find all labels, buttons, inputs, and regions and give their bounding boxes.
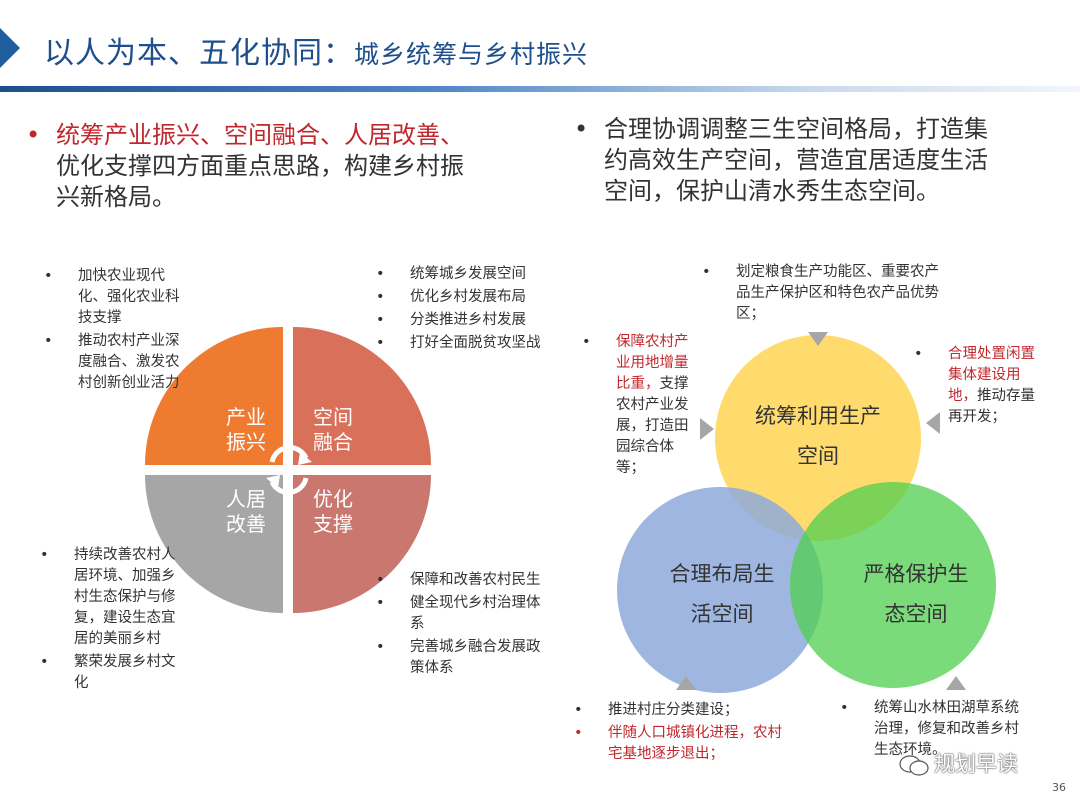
quadrant-label-line: 优化 <box>313 487 353 511</box>
arrow-down-icon <box>808 332 828 346</box>
cycle-arrowhead-icon <box>298 452 312 465</box>
quadrant-living <box>145 475 283 613</box>
quadrant-label-living: 人居 改善 <box>216 487 276 537</box>
venn-note-right-red: 合理处置闲置集体建设用地， <box>948 346 1035 404</box>
wechat-icon <box>899 755 929 776</box>
list-item: 持续改善农村人居环境、加强乡村生态保护与修复，建设生态宜居的美丽乡村 <box>40 545 180 650</box>
venn-note-right-black: 推动存量再开发； <box>948 388 1035 425</box>
quadrant-label-space: 空间 融合 <box>303 405 363 455</box>
list-item: 打好全面脱贫攻坚战 <box>376 333 548 354</box>
list-item: 划定粮食生产功能区、重要农产品生产保护区和特色农产品优势区； <box>702 262 952 325</box>
list-item: 保障农村产业用地增量比重，支撑农村产业发展，打造田园综合体等； <box>582 332 700 479</box>
venn-note-left-red: 保障农村产业用地增量比重， <box>616 334 689 392</box>
venn-note-left-black: 支撑农村产业发展，打造田园综合体等； <box>616 376 689 476</box>
venn-label-production: 统筹利用生产 空间 <box>738 396 898 476</box>
venn-label-living: 合理布局生 活空间 <box>652 554 792 634</box>
arrow-up-icon <box>676 676 696 690</box>
quadrant-space <box>293 327 431 465</box>
intro-left-line1: 优化支撑四方面重点思路，构建乡村振 <box>56 152 464 180</box>
intro-right: • 合理协调调整三生空间格局，打造集 约高效生产空间，营造宜居适度生活 空间，保… <box>574 114 1054 207</box>
title-arrow-icon <box>0 28 20 68</box>
title-bar: 以人为本、五化协同：城乡统筹与乡村振兴 <box>0 0 1080 96</box>
intro-left-line2: 兴新格局。 <box>56 183 176 211</box>
intro-right-line1: 合理协调调整三生空间格局，打造集 <box>604 115 988 143</box>
intro-right-line2: 约高效生产空间，营造宜居适度生活 <box>604 146 988 174</box>
list-item: 伴随人口城镇化进程，农村宅基地逐步退出； <box>574 723 794 765</box>
intro-left: • 统筹产业振兴、空间融合、人居改善、 优化支撑四方面重点思路，构建乡村振 兴新… <box>26 120 526 213</box>
venn-note-bottom-right: 统筹山水林田湖草系统治理，修复和改善乡村生态环境。 <box>840 698 1030 763</box>
venn-ecology-circle <box>790 482 996 688</box>
intro-left-highlight: 统筹产业振兴、空间融合、人居改善、 <box>56 121 464 149</box>
arrow-right-icon <box>700 418 714 440</box>
quadrant-industry <box>145 327 283 465</box>
intro-right-line3: 空间，保护山清水秀生态空间。 <box>604 177 940 205</box>
cycle-arrow-icon <box>269 477 309 495</box>
quadrant-label-line: 产业 <box>226 405 266 429</box>
quadrant-circle <box>145 327 431 613</box>
list-item: 合理处置闲置集体建设用地，推动存量再开发； <box>914 344 1040 428</box>
list-item: 分类推进乡村发展 <box>376 310 548 331</box>
venn-label-line: 严格保护生 <box>863 562 969 586</box>
venn-label-line: 活空间 <box>690 602 754 626</box>
list-item: 优化乡村发展布局 <box>376 287 548 308</box>
quadrant-support <box>293 475 431 613</box>
quadrant-label-line: 空间 <box>313 405 353 429</box>
quadrant-label-industry: 产业 振兴 <box>216 405 276 455</box>
venn-living-circle <box>617 487 823 693</box>
list-item: 完善城乡融合发展政策体系 <box>376 637 548 679</box>
notes-bottom-left: 持续改善农村人居环境、加强乡村生态保护与修复，建设生态宜居的美丽乡村 繁荣发展乡… <box>40 545 180 696</box>
page-number: 36 <box>1052 781 1066 794</box>
page-title: 以人为本、五化协同：城乡统筹与乡村振兴 <box>44 28 588 72</box>
bullet-dot: • <box>574 115 589 143</box>
title-divider <box>0 86 1080 92</box>
list-item: 保障和改善农村民生 <box>376 570 548 591</box>
arrow-up-icon <box>946 676 966 690</box>
list-item: 推进村庄分类建设； <box>574 700 794 721</box>
title-main: 以人为本、五化协同： <box>44 36 354 71</box>
watermark: 规划早读 <box>934 752 1018 776</box>
list-item: 加快农业现代化、强化农业科技支撑 <box>44 266 186 329</box>
venn-label-line: 态空间 <box>884 602 948 626</box>
venn-diagram <box>617 332 996 693</box>
list-item: 统筹城乡发展空间 <box>376 264 548 285</box>
quadrant-label-line: 融合 <box>313 430 353 454</box>
quadrant-label-line: 振兴 <box>226 430 266 454</box>
cycle-arrowhead-icon <box>266 475 280 488</box>
venn-label-line: 合理布局生 <box>669 562 775 586</box>
venn-note-left: 保障农村产业用地增量比重，支撑农村产业发展，打造田园综合体等； <box>582 332 700 481</box>
quadrant-label-support: 优化 支撑 <box>303 487 363 537</box>
notes-top-right: 统筹城乡发展空间 优化乡村发展布局 分类推进乡村发展 打好全面脱贫攻坚战 <box>376 264 548 356</box>
quadrant-label-line: 人居 <box>226 487 266 511</box>
venn-note-right: 合理处置闲置集体建设用地，推动存量再开发； <box>914 344 1040 430</box>
venn-label-line: 统筹利用生产 <box>755 404 881 428</box>
list-item: 繁荣发展乡村文化 <box>40 652 180 694</box>
cycle-arrow-icon <box>269 445 309 463</box>
quadrant-label-line: 支撑 <box>313 512 353 536</box>
notes-top-left: 加快农业现代化、强化农业科技支撑 推动农村产业深度融合、激发农村创新创业活力 <box>44 266 186 396</box>
list-item: 推动农村产业深度融合、激发农村创新创业活力 <box>44 331 186 394</box>
venn-note-top: 划定粮食生产功能区、重要农产品生产保护区和特色农产品优势区； <box>702 262 952 327</box>
list-item: 统筹山水林田湖草系统治理，修复和改善乡村生态环境。 <box>840 698 1030 761</box>
venn-label-line: 空间 <box>797 444 839 468</box>
title-sub: 城乡统筹与乡村振兴 <box>354 40 589 69</box>
venn-note-bottom-left: 推进村庄分类建设； 伴随人口城镇化进程，农村宅基地逐步退出； <box>574 700 794 767</box>
quadrant-label-line: 改善 <box>226 512 266 536</box>
list-item: 健全现代乡村治理体系 <box>376 593 548 635</box>
notes-bottom-right: 保障和改善农村民生 健全现代乡村治理体系 完善城乡融合发展政策体系 <box>376 570 548 681</box>
bullet-dot: • <box>26 121 41 149</box>
venn-label-ecology: 严格保护生 态空间 <box>846 554 986 634</box>
